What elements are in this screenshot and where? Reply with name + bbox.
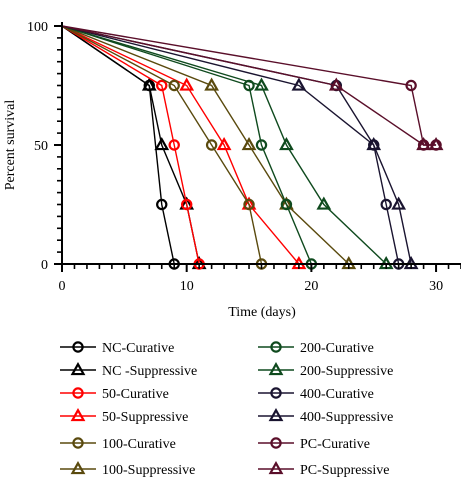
legend-marker	[72, 437, 84, 449]
axes: 0 10 20 30 0 50 100	[27, 20, 461, 294]
x-tick-label: 20	[304, 279, 318, 294]
legend-item: PC-Curative	[258, 437, 370, 452]
legend-marker	[268, 361, 284, 376]
legend-label: PC-Suppressive	[300, 463, 389, 478]
y-axis-label: Percent survival	[3, 100, 18, 191]
legend-marker	[72, 387, 84, 399]
x-tick-label: 10	[180, 279, 194, 294]
legend-label: 400-Suppressive	[300, 410, 393, 425]
legend-item: NC-Curative	[60, 341, 174, 356]
data-point	[154, 136, 170, 151]
series-line	[61, 25, 437, 146]
series-pc-suppressive	[61, 25, 444, 151]
legend-marker	[72, 341, 84, 353]
data-point	[428, 136, 444, 151]
legend-marker	[70, 407, 86, 422]
series-100-curative	[61, 25, 268, 270]
data-point	[141, 77, 157, 91]
legend-label: 200-Curative	[300, 341, 374, 356]
data-point	[416, 136, 431, 151]
legend-marker	[270, 341, 282, 353]
legend-item: 200-Curative	[258, 341, 374, 356]
legend-item: NC -Suppressive	[60, 361, 197, 379]
data-point	[179, 77, 195, 91]
x-tick-label: 30	[429, 279, 443, 294]
legend-marker	[70, 460, 86, 475]
data-point	[279, 136, 294, 151]
legend-marker	[268, 460, 284, 475]
legend-label: 100-Curative	[102, 437, 176, 452]
data-point	[291, 77, 307, 91]
data-point	[280, 198, 293, 211]
data-point	[243, 79, 255, 92]
series-line	[61, 25, 412, 265]
data-point	[204, 77, 220, 91]
series-line	[61, 25, 313, 265]
legend-item: 50-Suppressive	[60, 407, 188, 425]
data-point	[366, 136, 382, 151]
legend-marker	[270, 387, 282, 399]
x-tick-label: 0	[59, 279, 66, 294]
legend-item: 100-Suppressive	[60, 460, 195, 478]
data-point	[168, 139, 180, 151]
y-tick-label: 0	[41, 258, 48, 273]
series-line	[61, 25, 387, 265]
data-point	[405, 79, 417, 92]
data-point	[243, 198, 255, 211]
y-tick-label: 50	[34, 139, 48, 154]
series-line	[61, 25, 300, 265]
data-point	[316, 196, 332, 210]
legend-label: NC-Curative	[102, 341, 174, 356]
data-point	[180, 198, 193, 211]
legend-label: 50-Suppressive	[102, 410, 188, 425]
plot-area	[61, 25, 444, 270]
data-point	[255, 139, 268, 151]
data-point	[168, 79, 180, 92]
data-point	[380, 198, 392, 211]
data-point	[241, 136, 257, 151]
legend-item: 100-Curative	[60, 437, 176, 452]
series-50-curative	[61, 25, 205, 270]
series-nc-curative	[61, 25, 180, 270]
legend-label: 50-Curative	[102, 387, 169, 402]
legend-marker	[268, 407, 284, 422]
legend-marker	[270, 437, 282, 449]
legend-item: 400-Curative	[258, 387, 374, 402]
data-point	[254, 77, 269, 91]
data-point	[328, 77, 344, 91]
series-line	[61, 25, 350, 265]
legend-label: NC -Suppressive	[102, 364, 197, 379]
series-line	[61, 25, 200, 265]
legend-item: 400-Suppressive	[258, 407, 393, 425]
y-tick-label: 100	[27, 20, 48, 35]
legend-item: 200-Suppressive	[258, 361, 393, 379]
legend-label: 400-Curative	[300, 387, 374, 402]
data-point	[156, 79, 168, 92]
legend-label: 200-Suppressive	[300, 364, 393, 379]
series-line	[61, 25, 263, 265]
data-point	[391, 196, 407, 210]
legend-item: PC-Suppressive	[258, 460, 389, 478]
data-point	[156, 198, 168, 211]
legend-marker	[70, 361, 86, 376]
x-axis-label: Time (days)	[228, 305, 296, 320]
legend-label: PC-Curative	[300, 437, 370, 452]
legend: NC-Curative NC -Suppressive 50-Curative 50-…	[60, 341, 393, 478]
legend-label: 100-Suppressive	[102, 463, 195, 478]
legend-item: 50-Curative	[60, 387, 169, 402]
data-point	[216, 136, 232, 151]
data-point	[205, 139, 218, 151]
